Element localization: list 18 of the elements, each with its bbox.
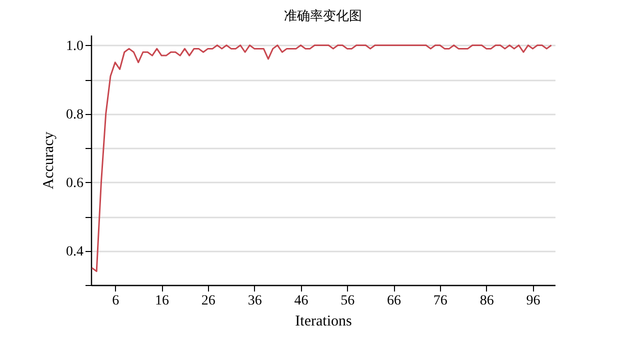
x-tick-label: 6	[112, 294, 120, 308]
line-series	[91, 44, 552, 272]
x-tick-label: 56	[340, 294, 355, 308]
x-tick-label: 36	[248, 294, 262, 308]
x-tick-label: 46	[294, 294, 308, 308]
x-tick-label: 86	[480, 294, 494, 308]
y-tick-label: 0.6	[66, 176, 84, 191]
x-tick-label: 66	[387, 294, 402, 308]
x-tick-label: 76	[433, 294, 448, 308]
x-tick-label: 26	[201, 294, 216, 308]
x-axis-title: Iterations	[295, 314, 352, 330]
chart-title: 准确率变化图	[284, 8, 362, 23]
y-tick-label: 0.8	[66, 107, 84, 122]
x-tick-label: 96	[526, 294, 540, 308]
x-tick-label: 16	[155, 294, 170, 308]
y-tick-label: 1.0	[66, 38, 84, 54]
y-axis-title: Accuracy	[41, 131, 57, 190]
y-tick-label: 0.4	[66, 244, 84, 260]
